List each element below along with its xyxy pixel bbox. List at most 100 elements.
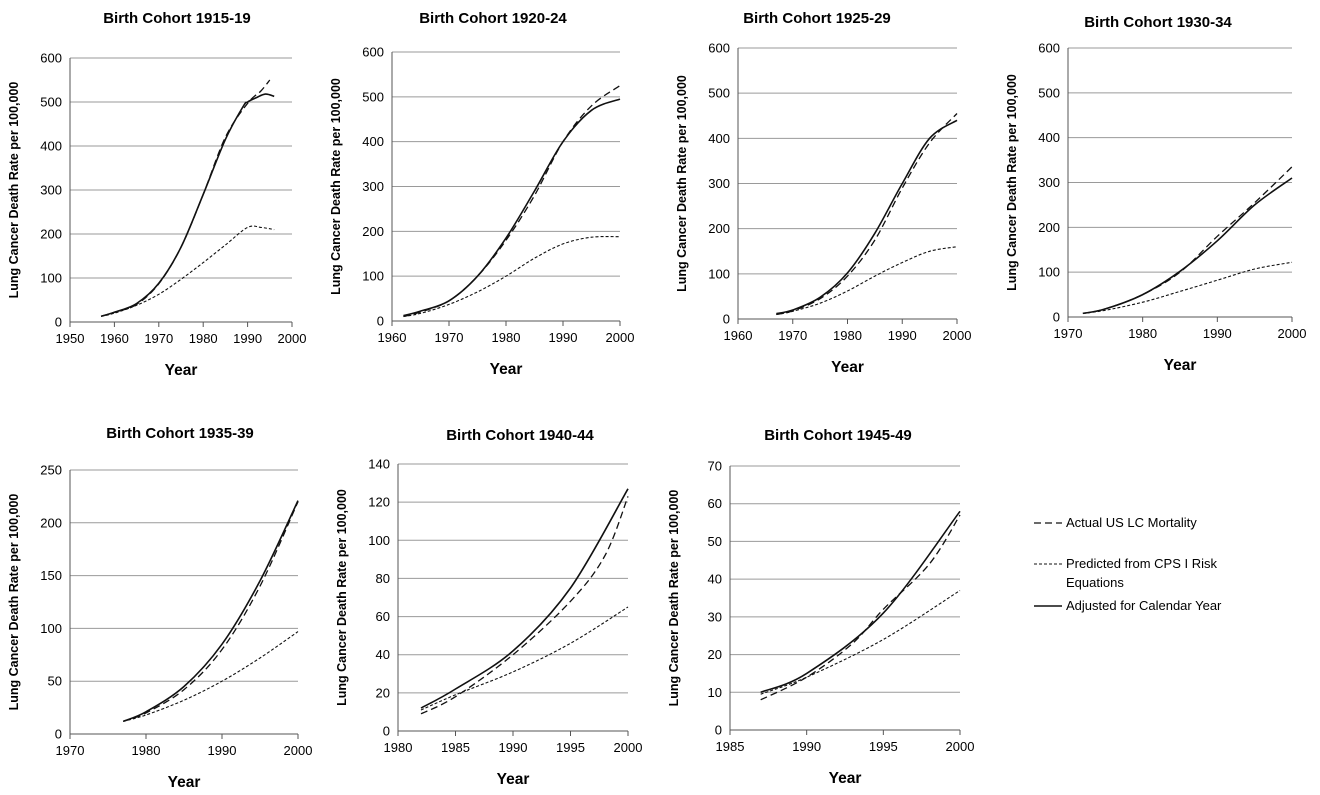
x-tick-label: 1950 — [56, 331, 85, 346]
y-tick-label: 70 — [708, 459, 722, 474]
chart-panel: Birth Cohort 1940-44 0 20 40 60 80 100 120 140 19… — [335, 427, 642, 788]
y-tick-label: 60 — [376, 609, 390, 624]
y-tick-label: 50 — [708, 534, 722, 549]
series-line-predicted — [403, 235, 621, 318]
y-tick-label: 10 — [708, 685, 722, 700]
chart-panel: Birth Cohort 1915-19 0 100 200 300 400 500 600 1… — [7, 10, 306, 379]
y-tick-label: 0 — [1053, 310, 1060, 325]
x-tick-label: 1985 — [441, 740, 470, 755]
x-tick-label: 1970 — [778, 328, 807, 343]
x-tick-label: 1970 — [435, 330, 464, 345]
y-tick-label: 500 — [40, 95, 62, 110]
x-tick-label: 2000 — [943, 328, 972, 343]
y-tick-label: 100 — [1038, 265, 1060, 280]
x-tick-label: 1980 — [492, 330, 521, 345]
y-axis-label: Lung Cancer Death Rate per 100,000 — [675, 75, 689, 292]
y-tick-label: 200 — [40, 227, 62, 242]
series-line-predicted — [100, 225, 275, 317]
x-tick-label: 2000 — [1278, 326, 1307, 341]
x-tick-label: 2000 — [606, 330, 635, 345]
y-tick-label: 200 — [40, 515, 62, 530]
y-axis-label: Lung Cancer Death Rate per 100,000 — [329, 78, 343, 295]
series-line-adjusted — [403, 98, 621, 317]
series-line-predicted — [760, 590, 961, 695]
series-line-actual — [776, 113, 958, 316]
series-line-predicted — [776, 246, 958, 316]
series-line-actual — [1082, 166, 1293, 315]
series-line-predicted — [123, 631, 299, 722]
y-tick-label: 0 — [723, 312, 730, 327]
y-tick-label: 100 — [708, 266, 730, 281]
chart-title: Birth Cohort 1920-24 — [419, 10, 567, 27]
y-tick-label: 40 — [376, 647, 390, 662]
y-tick-label: 50 — [48, 674, 62, 689]
chart-panel: Birth Cohort 1945-49 0 10 20 30 40 50 60 70 1985 1… — [667, 427, 974, 787]
series-line-actual — [122, 501, 299, 722]
legend-label: Actual US LC Mortality — [1066, 515, 1197, 530]
y-tick-label: 80 — [376, 571, 390, 586]
x-tick-label: 1990 — [888, 328, 917, 343]
legend-label: Predicted from CPS I Risk — [1066, 556, 1217, 571]
series-line-actual — [100, 79, 271, 317]
legend-label: Adjusted for Calendar Year — [1066, 598, 1222, 613]
y-tick-label: 150 — [40, 568, 62, 583]
x-tick-label: 2000 — [284, 743, 313, 758]
chart-panel: Birth Cohort 1920-24 0 100 200 300 400 500 600 1… — [329, 10, 634, 378]
y-tick-label: 500 — [1038, 85, 1060, 100]
y-tick-label: 0 — [715, 723, 722, 738]
x-tick-label: 1960 — [724, 328, 753, 343]
y-axis-label: Lung Cancer Death Rate per 100,000 — [667, 490, 681, 707]
legend-label: Equations — [1066, 575, 1124, 590]
series-line-adjusted — [1082, 177, 1293, 315]
series-line-predicted — [420, 606, 629, 711]
x-axis-label: Year — [1164, 357, 1197, 374]
x-tick-label: 1990 — [549, 330, 578, 345]
y-tick-label: 500 — [708, 86, 730, 101]
y-tick-label: 200 — [362, 224, 384, 239]
x-tick-label: 1990 — [233, 331, 262, 346]
y-tick-label: 200 — [1038, 220, 1060, 235]
x-tick-label: 1980 — [189, 331, 218, 346]
x-axis-label: Year — [829, 770, 862, 787]
series-line-adjusted — [776, 119, 958, 315]
y-tick-label: 400 — [362, 134, 384, 149]
y-tick-label: 300 — [1038, 175, 1060, 190]
y-tick-label: 0 — [55, 315, 62, 330]
y-tick-label: 0 — [377, 314, 384, 329]
x-tick-label: 2000 — [946, 739, 975, 754]
chart-title: Birth Cohort 1935-39 — [106, 425, 254, 442]
y-axis-label: Lung Cancer Death Rate per 100,000 — [335, 489, 349, 706]
y-tick-label: 40 — [708, 572, 722, 587]
x-tick-label: 1980 — [833, 328, 862, 343]
chart-title: Birth Cohort 1945-49 — [764, 427, 912, 444]
x-tick-label: 1980 — [384, 740, 413, 755]
x-tick-label: 2000 — [278, 331, 307, 346]
y-tick-label: 600 — [362, 45, 384, 60]
y-axis-label: Lung Cancer Death Rate per 100,000 — [7, 494, 21, 711]
x-tick-label: 1970 — [56, 743, 85, 758]
chart-panel: Birth Cohort 1930-34 0 100 200 300 400 500 600 1… — [1005, 14, 1306, 374]
x-tick-label: 1990 — [208, 743, 237, 758]
y-tick-label: 100 — [362, 269, 384, 284]
y-tick-label: 400 — [708, 131, 730, 146]
series-line-actual — [403, 85, 621, 318]
y-tick-label: 400 — [1038, 130, 1060, 145]
y-axis-label: Lung Cancer Death Rate per 100,000 — [7, 82, 21, 299]
y-tick-label: 20 — [708, 647, 722, 662]
series-line-actual — [760, 514, 961, 701]
x-tick-label: 1995 — [869, 739, 898, 754]
series-line-predicted — [1082, 261, 1293, 314]
y-tick-label: 30 — [708, 609, 722, 624]
y-axis-label: Lung Cancer Death Rate per 100,000 — [1005, 74, 1019, 291]
y-tick-label: 0 — [383, 724, 390, 739]
x-tick-label: 1960 — [100, 331, 129, 346]
chart-title: Birth Cohort 1930-34 — [1084, 14, 1232, 31]
chart-panel: Birth Cohort 1935-39 0 50 100 150 200 250 1970 1… — [7, 425, 312, 791]
chart-title: Birth Cohort 1915-19 — [103, 10, 251, 27]
chart-panel: Birth Cohort 1925-29 0 100 200 300 400 500 600 1… — [675, 10, 971, 376]
y-tick-label: 140 — [368, 457, 390, 472]
y-tick-label: 200 — [708, 221, 730, 236]
x-tick-label: 1990 — [1203, 326, 1232, 341]
series-line-adjusted — [122, 500, 299, 723]
